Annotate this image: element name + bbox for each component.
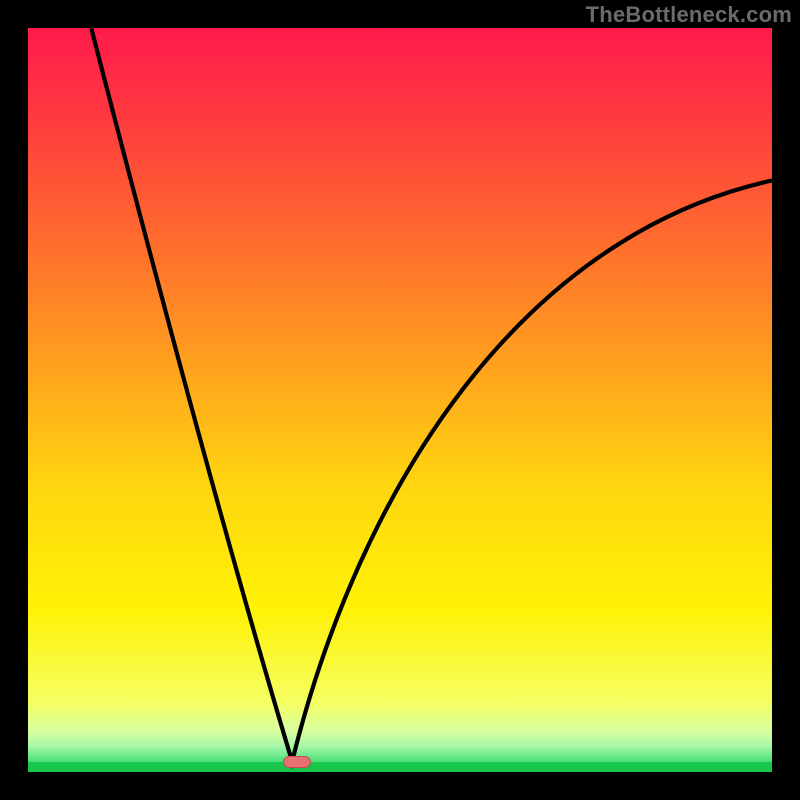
curve-path <box>91 28 772 762</box>
min-marker <box>283 756 311 768</box>
plot-area <box>28 28 772 772</box>
bottleneck-curve <box>28 28 772 772</box>
chart-frame: TheBottleneck.com <box>0 0 800 800</box>
watermark-text: TheBottleneck.com <box>586 2 792 28</box>
